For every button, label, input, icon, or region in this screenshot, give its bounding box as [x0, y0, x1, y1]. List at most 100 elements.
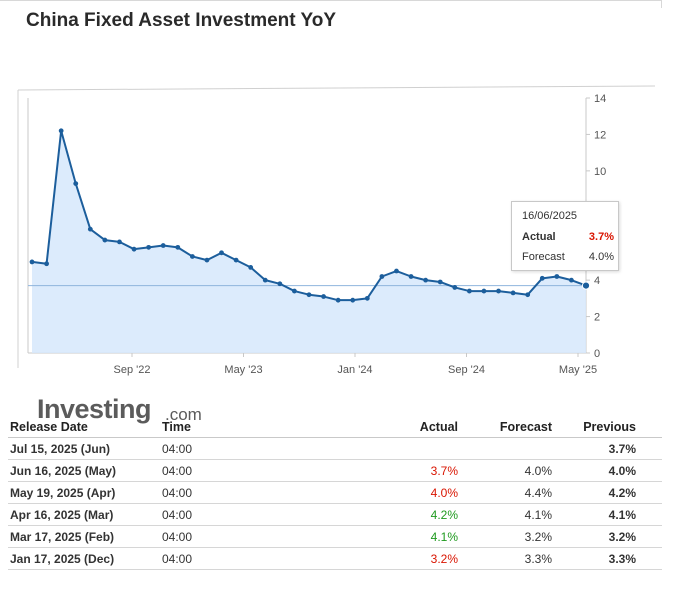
data-point — [204, 257, 210, 263]
data-point — [292, 288, 297, 294]
forecast-cell: 4.4% — [524, 486, 552, 500]
data-point — [29, 259, 35, 265]
previous-cell: 3.2% — [608, 530, 636, 544]
previous-cell: 3.3% — [608, 552, 636, 566]
data-point — [102, 237, 108, 243]
logo-brand: Investing — [37, 394, 152, 424]
actual-cell: 3.7% — [430, 464, 458, 478]
data-point — [175, 244, 181, 250]
data-point — [569, 277, 574, 283]
data-point — [44, 261, 49, 267]
data-point — [437, 279, 443, 285]
chart-frame-top — [17, 85, 656, 91]
x-tick-label: Jan '24 — [337, 364, 372, 376]
table-header: Release Date Time Actual Forecast Previo… — [8, 416, 662, 438]
release-history-table: Release Date Time Actual Forecast Previo… — [8, 416, 662, 570]
y-tick-label: 10 — [594, 166, 606, 178]
previous-cell: 4.1% — [608, 508, 636, 522]
header-actual[interactable]: Actual — [419, 420, 458, 434]
previous-cell: 4.2% — [608, 486, 636, 500]
actual-cell: 4.1% — [430, 530, 458, 544]
data-point — [189, 254, 195, 259]
release-date-cell: Apr 16, 2025 (Mar) — [10, 508, 114, 522]
data-point — [58, 128, 64, 134]
forecast-cell: 3.2% — [524, 530, 552, 544]
data-point — [277, 281, 283, 287]
data-point — [496, 288, 501, 294]
forecast-cell: 4.1% — [524, 508, 552, 522]
top-divider — [0, 0, 662, 1]
actual-cell: 4.0% — [430, 486, 458, 500]
data-point — [452, 285, 458, 290]
data-point — [364, 295, 370, 301]
table-row: May 19, 2025 (Apr) 04:00 4.0% 4.4% 4.2% — [8, 482, 662, 504]
data-point — [481, 288, 487, 294]
data-point — [146, 244, 152, 250]
x-tick-label: Sep '24 — [448, 364, 485, 376]
release-date-cell: Jul 15, 2025 (Jun) — [10, 442, 111, 456]
header-time[interactable]: Time — [162, 420, 191, 434]
tooltip-actual-label: Actual — [522, 231, 556, 243]
data-point — [219, 250, 224, 256]
x-tick-label: May '23 — [224, 364, 262, 376]
data-point — [262, 277, 268, 283]
x-tick-label: May '25 — [559, 364, 597, 376]
series-area — [32, 130, 586, 353]
data-point — [117, 239, 122, 245]
time-cell: 04:00 — [162, 486, 193, 500]
table-row: Mar 17, 2025 (Feb) 04:00 4.1% 3.2% 3.2% — [8, 526, 662, 548]
table-row: Apr 16, 2025 (Mar) 04:00 4.2% 4.1% 4.1% — [8, 504, 662, 526]
forecast-cell: 4.0% — [524, 464, 552, 478]
y-tick-label: 14 — [594, 93, 606, 105]
data-point — [423, 277, 429, 283]
tooltip-date: 16/06/2025 — [522, 210, 578, 222]
header-previous[interactable]: Previous — [583, 420, 636, 434]
y-tick-label: 2 — [594, 312, 600, 324]
release-date-cell: May 19, 2025 (Apr) — [10, 486, 116, 500]
time-cell: 04:00 — [162, 508, 193, 522]
data-point — [408, 274, 414, 279]
tooltip-forecast-value: 4.0% — [588, 251, 614, 263]
data-point — [321, 294, 326, 299]
investing-logo: Investing .com — [31, 390, 211, 432]
release-date-cell: Jan 17, 2025 (Dec) — [10, 552, 115, 566]
data-point — [335, 297, 341, 303]
data-point — [510, 290, 516, 296]
time-cell: 04:00 — [162, 442, 193, 456]
tooltip-actual-value: 3.7% — [588, 231, 614, 243]
data-point — [466, 288, 472, 294]
data-point — [539, 275, 545, 281]
data-point — [379, 274, 385, 279]
data-point — [160, 243, 166, 248]
table-row: Jul 15, 2025 (Jun) 04:00 3.7% — [8, 438, 662, 460]
release-date-cell: Mar 17, 2025 (Feb) — [10, 530, 115, 544]
time-cell: 04:00 — [162, 530, 193, 544]
data-point — [87, 226, 93, 232]
x-tick-label: Sep '22 — [114, 364, 151, 376]
data-point — [131, 246, 137, 252]
data-point — [73, 181, 79, 187]
data-point — [525, 292, 531, 298]
release-date-cell: Jun 16, 2025 (May) — [10, 464, 117, 478]
y-tick-label: 12 — [594, 129, 606, 141]
logo-tld: .com — [165, 405, 202, 424]
data-point — [248, 264, 254, 270]
time-cell: 04:00 — [162, 552, 193, 566]
data-point — [554, 274, 560, 279]
time-cell: 04:00 — [162, 464, 193, 478]
table-row: Jan 17, 2025 (Dec) 04:00 3.2% 3.3% 3.3% — [8, 548, 662, 570]
table-row: Jun 16, 2025 (May) 04:00 3.7% 4.0% 4.0% — [8, 460, 662, 482]
header-forecast[interactable]: Forecast — [499, 420, 552, 434]
highlighted-data-point — [581, 281, 591, 290]
header-release-date[interactable]: Release Date — [10, 420, 88, 434]
previous-cell: 4.0% — [608, 464, 636, 478]
y-tick-label: 4 — [594, 275, 600, 287]
actual-cell: 3.2% — [430, 552, 458, 566]
actual-cell: 4.2% — [430, 508, 458, 522]
y-tick-label: 0 — [594, 348, 600, 360]
data-point — [350, 297, 356, 303]
previous-cell: 3.7% — [608, 442, 636, 456]
data-point — [394, 268, 399, 274]
